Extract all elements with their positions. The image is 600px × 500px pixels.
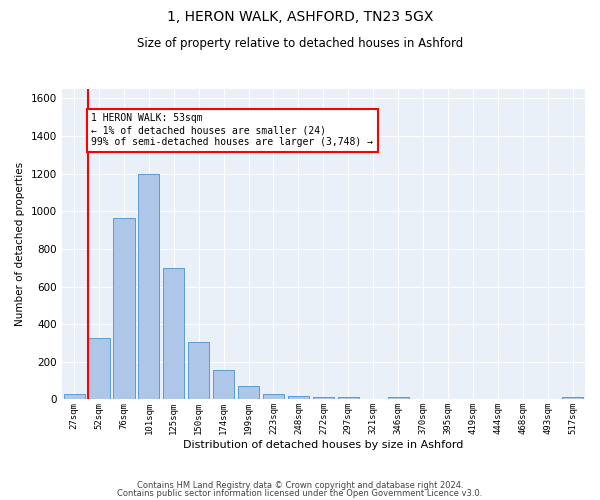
Text: Contains HM Land Registry data © Crown copyright and database right 2024.: Contains HM Land Registry data © Crown c… (137, 481, 463, 490)
Bar (313, 396, 334, 400)
Bar (338, 396, 359, 400)
Bar (238, 386, 259, 400)
Bar (64, 394, 85, 400)
Text: 1 HERON WALK: 53sqm
← 1% of detached houses are smaller (24)
99% of semi-detache: 1 HERON WALK: 53sqm ← 1% of detached hou… (91, 114, 373, 146)
Bar (113, 218, 134, 400)
Bar (163, 268, 184, 400)
Bar (388, 396, 409, 400)
Bar (88, 338, 110, 400)
X-axis label: Distribution of detached houses by size in Ashford: Distribution of detached houses by size … (183, 440, 464, 450)
Text: Contains public sector information licensed under the Open Government Licence v3: Contains public sector information licen… (118, 488, 482, 498)
Bar (188, 342, 209, 400)
Bar (213, 370, 234, 400)
Bar (263, 394, 284, 400)
Bar (288, 396, 309, 400)
Text: Size of property relative to detached houses in Ashford: Size of property relative to detached ho… (137, 38, 463, 51)
Y-axis label: Number of detached properties: Number of detached properties (15, 162, 25, 326)
Text: 1, HERON WALK, ASHFORD, TN23 5GX: 1, HERON WALK, ASHFORD, TN23 5GX (167, 10, 433, 24)
Bar (562, 396, 583, 400)
Bar (138, 174, 160, 400)
